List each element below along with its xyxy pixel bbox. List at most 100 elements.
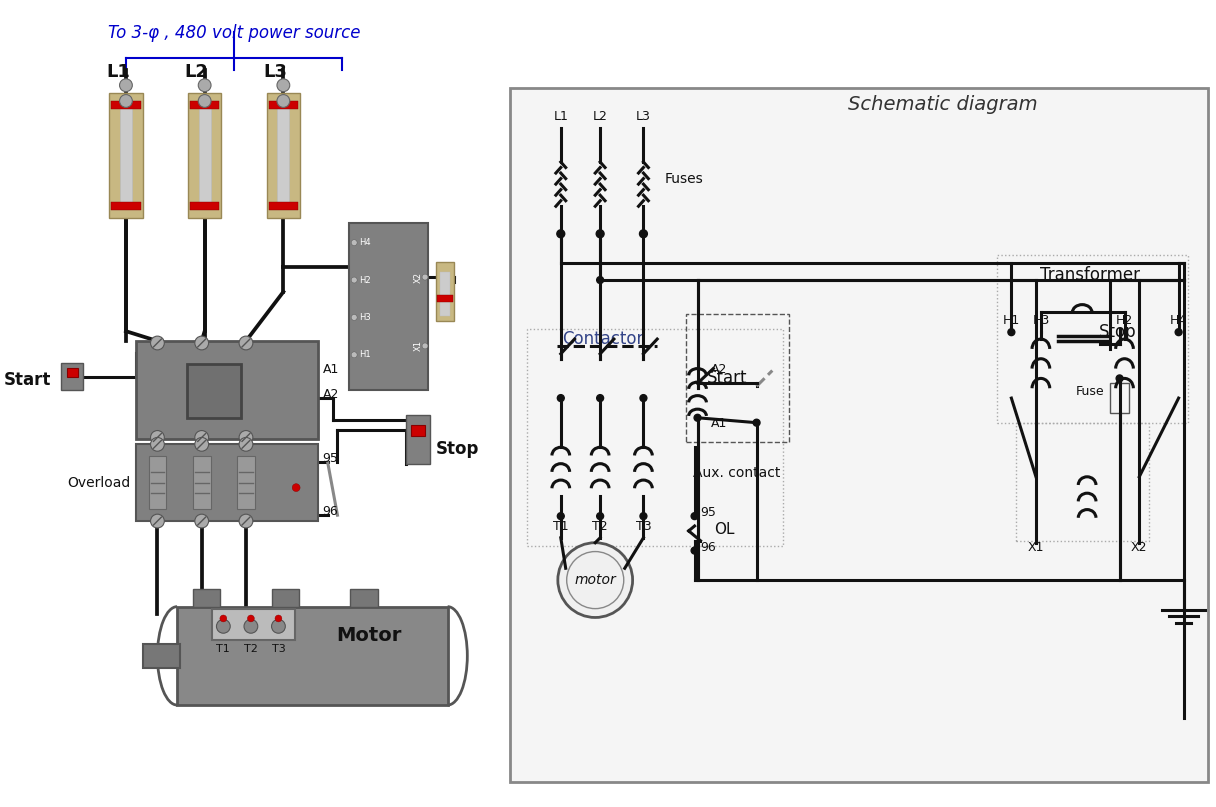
Text: L3: L3 bbox=[636, 110, 651, 123]
Bar bbox=[198, 105, 210, 207]
Bar bbox=[1017, 423, 1149, 541]
Circle shape bbox=[640, 230, 647, 238]
Bar bbox=[142, 644, 180, 667]
Text: Motor: Motor bbox=[337, 626, 401, 645]
Circle shape bbox=[1008, 328, 1015, 336]
Circle shape bbox=[151, 514, 164, 528]
Circle shape bbox=[753, 420, 760, 426]
Text: Start: Start bbox=[4, 371, 51, 390]
Circle shape bbox=[640, 395, 647, 402]
Bar bbox=[188, 93, 221, 218]
Text: L2: L2 bbox=[185, 64, 209, 82]
Text: To 3-φ , 480 volt power source: To 3-φ , 480 volt power source bbox=[108, 24, 360, 42]
Text: A1: A1 bbox=[711, 416, 727, 429]
Text: H2: H2 bbox=[359, 275, 371, 285]
Text: T1: T1 bbox=[216, 644, 230, 654]
Bar bbox=[120, 105, 131, 207]
Circle shape bbox=[275, 615, 282, 622]
Text: H3: H3 bbox=[359, 313, 371, 322]
Bar bbox=[193, 589, 220, 607]
Circle shape bbox=[1175, 328, 1182, 336]
Circle shape bbox=[151, 336, 164, 350]
Bar bbox=[148, 456, 167, 509]
Bar bbox=[178, 607, 447, 705]
Bar bbox=[528, 329, 783, 546]
Circle shape bbox=[119, 94, 133, 107]
Bar bbox=[136, 445, 317, 521]
Text: 95: 95 bbox=[700, 506, 716, 519]
Bar bbox=[190, 203, 219, 210]
Circle shape bbox=[596, 230, 604, 238]
Circle shape bbox=[351, 315, 358, 320]
Circle shape bbox=[557, 512, 564, 520]
Text: 96: 96 bbox=[322, 505, 338, 518]
Text: L3: L3 bbox=[264, 64, 287, 82]
Text: Stop: Stop bbox=[1099, 323, 1137, 341]
Circle shape bbox=[240, 431, 253, 445]
Circle shape bbox=[198, 94, 212, 107]
Bar bbox=[271, 589, 299, 607]
Bar bbox=[686, 315, 789, 442]
Bar bbox=[437, 295, 452, 302]
Text: H1: H1 bbox=[1003, 314, 1020, 328]
Bar bbox=[269, 101, 298, 109]
Bar bbox=[193, 456, 210, 509]
Text: T2: T2 bbox=[244, 644, 258, 654]
Circle shape bbox=[277, 94, 289, 107]
Circle shape bbox=[277, 79, 289, 92]
Circle shape bbox=[422, 274, 428, 280]
Text: A1: A1 bbox=[322, 363, 339, 377]
Circle shape bbox=[292, 483, 300, 491]
Bar bbox=[510, 88, 1209, 782]
Circle shape bbox=[691, 547, 698, 554]
Text: OL: OL bbox=[714, 522, 734, 537]
Circle shape bbox=[195, 437, 209, 451]
Circle shape bbox=[240, 336, 253, 350]
Circle shape bbox=[195, 431, 209, 445]
Bar bbox=[212, 608, 295, 640]
Circle shape bbox=[198, 79, 212, 92]
Circle shape bbox=[151, 431, 164, 445]
Text: Aux. contact: Aux. contact bbox=[693, 466, 779, 480]
Bar bbox=[61, 362, 83, 391]
Circle shape bbox=[244, 620, 258, 633]
Text: T3: T3 bbox=[271, 644, 286, 654]
Bar bbox=[349, 223, 428, 391]
Bar bbox=[67, 368, 78, 378]
Bar bbox=[190, 101, 219, 109]
Text: 95: 95 bbox=[322, 452, 338, 465]
Text: Schematic diagram: Schematic diagram bbox=[848, 95, 1037, 114]
Circle shape bbox=[422, 343, 428, 349]
Circle shape bbox=[240, 514, 253, 528]
Text: X2: X2 bbox=[413, 272, 423, 282]
Circle shape bbox=[597, 512, 603, 520]
Circle shape bbox=[119, 79, 133, 92]
Circle shape bbox=[558, 543, 632, 617]
Text: T1: T1 bbox=[553, 520, 569, 533]
Circle shape bbox=[271, 620, 286, 633]
Text: H3: H3 bbox=[1032, 314, 1049, 328]
Circle shape bbox=[351, 277, 358, 283]
Text: 96: 96 bbox=[700, 541, 716, 554]
Text: X1: X1 bbox=[1028, 541, 1045, 554]
Text: H2: H2 bbox=[1116, 314, 1133, 328]
Circle shape bbox=[557, 395, 564, 402]
Text: H4: H4 bbox=[359, 238, 371, 247]
Bar bbox=[266, 93, 300, 218]
Text: X1: X1 bbox=[413, 341, 423, 351]
Bar bbox=[435, 262, 454, 321]
Bar bbox=[440, 272, 450, 316]
Circle shape bbox=[220, 615, 227, 622]
Text: Transformer: Transformer bbox=[1040, 266, 1141, 284]
Bar bbox=[997, 256, 1188, 423]
Bar bbox=[237, 456, 255, 509]
Circle shape bbox=[195, 336, 209, 350]
Circle shape bbox=[151, 437, 164, 451]
Bar bbox=[111, 101, 141, 109]
Text: A2: A2 bbox=[322, 388, 339, 401]
Bar bbox=[406, 415, 430, 464]
Circle shape bbox=[240, 437, 253, 451]
Bar bbox=[269, 203, 298, 210]
Bar bbox=[136, 341, 317, 439]
Text: motor: motor bbox=[574, 573, 617, 587]
